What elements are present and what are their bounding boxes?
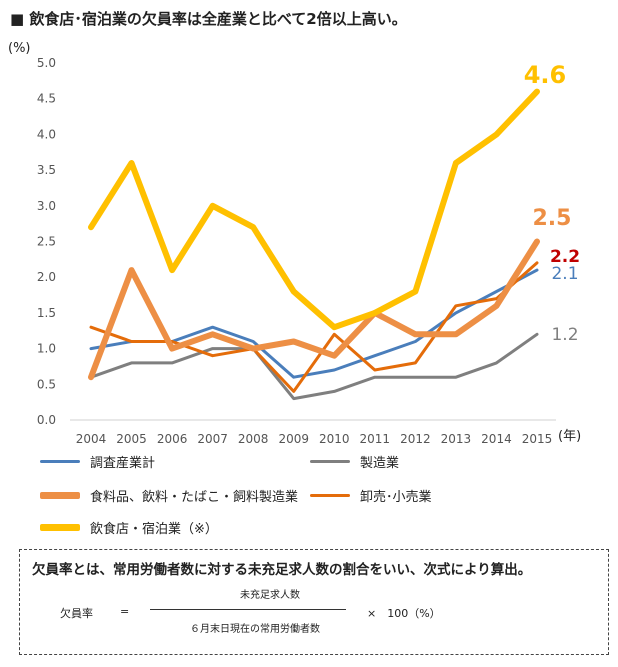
series-lines xyxy=(88,88,540,401)
series-line xyxy=(89,332,539,401)
legend-label-shokuryo: 食料品、飲料・たばこ・飼料製造業 xyxy=(90,490,299,505)
chart-title: ■ 飲食店･宿泊業の欠員率は全産業と比べて2倍以上高い。 xyxy=(10,10,407,28)
legend-item-oroshi: 卸売･小売業 xyxy=(310,486,432,505)
legend-item-chosa: 調査産業計 xyxy=(40,452,155,471)
y-unit-label: (%) xyxy=(8,41,31,56)
legend-label-inshoku: 飲食店・宿泊業（※） xyxy=(90,522,218,537)
y-tick-label: 3.0 xyxy=(37,199,56,213)
legend-swatch-oroshi xyxy=(310,494,350,497)
x-tick-label: 2011 xyxy=(360,432,391,446)
end-value-label: 2.1 xyxy=(551,264,578,284)
legend-item-seizo: 製造業 xyxy=(310,452,399,471)
x-tick-label: 2013 xyxy=(441,432,472,446)
x-tick-label: 2006 xyxy=(157,432,188,446)
legend-swatch-seizo xyxy=(310,460,350,463)
x-tick-label: 2010 xyxy=(319,432,350,446)
note-text: 欠員率とは、常用労働者数に対する未充足求人数の割合をいい、次式により算出。 xyxy=(32,562,532,578)
x-tick-label: 2008 xyxy=(238,432,269,446)
legend-swatch-shokuryo xyxy=(40,492,80,499)
x-tick-label: 2014 xyxy=(481,432,512,446)
formula-label: 欠員率 xyxy=(60,607,93,620)
y-tick-label: 2.0 xyxy=(37,270,56,284)
series-line xyxy=(88,88,540,331)
y-tick-label: 4.5 xyxy=(37,92,56,106)
end-value-label: 2.5 xyxy=(533,206,572,231)
end-labels: 2.1 1.2 2.5 2.2 4.6 xyxy=(524,61,580,345)
x-tick-label: 2005 xyxy=(116,432,147,446)
x-unit-label: (年) xyxy=(558,429,581,444)
definition-note: 欠員率とは、常用労働者数に対する未充足求人数の割合をいい、次式により算出。 欠員… xyxy=(19,549,609,655)
legend-label-chosa: 調査産業計 xyxy=(90,456,156,471)
y-tick-label: 1.0 xyxy=(37,342,56,356)
x-tick-label: 2015 xyxy=(522,432,553,446)
formula-denominator: ６月末日現在の常用労働者数 xyxy=(190,624,320,635)
x-tick-label: 2007 xyxy=(197,432,228,446)
legend-swatch-chosa xyxy=(40,460,80,463)
legend-item-inshoku: 飲食店・宿泊業（※） xyxy=(40,518,218,537)
legend-label-oroshi: 卸売･小売業 xyxy=(360,490,432,505)
end-value-label: 4.6 xyxy=(524,61,567,89)
y-tick-label: 0.5 xyxy=(37,377,56,391)
y-tick-labels: 0.0 0.5 1.0 1.5 2.0 2.5 3.0 3.5 4.0 4.5 5.0 xyxy=(37,56,56,427)
formula-equals: = xyxy=(120,605,130,618)
end-value-label: 2.2 xyxy=(550,247,580,267)
y-tick-label: 0.0 xyxy=(37,413,56,427)
x-tick-label: 2012 xyxy=(400,432,431,446)
legend-item-shokuryo: 食料品、飲料・たばこ・飼料製造業 xyxy=(40,486,298,505)
formula-multiplier: × 100（%） xyxy=(367,607,441,620)
formula-numerator: 未充足求人数 xyxy=(240,590,300,601)
y-tick-label: 5.0 xyxy=(37,56,56,70)
x-tick-label: 2004 xyxy=(76,432,107,446)
y-tick-label: 1.5 xyxy=(37,306,56,320)
fraction-bar xyxy=(150,609,346,610)
y-tick-label: 3.5 xyxy=(37,163,56,177)
legend-label-seizo: 製造業 xyxy=(360,456,400,471)
x-tick-label: 2009 xyxy=(278,432,309,446)
x-tick-labels: 2004 2005 2006 2007 2008 2009 2010 2011 2012 2013… xyxy=(76,432,553,446)
series-line xyxy=(88,238,540,381)
y-tick-label: 2.5 xyxy=(37,235,56,249)
y-tick-label: 4.0 xyxy=(37,127,56,141)
legend-swatch-inshoku xyxy=(40,524,80,531)
end-value-label: 1.2 xyxy=(551,325,578,345)
line-chart: (%) (年) 0.0 0.5 1.0 1.5 2.0 2.5 3.0 3.5 4.0 4.5 5.… xyxy=(8,41,581,446)
